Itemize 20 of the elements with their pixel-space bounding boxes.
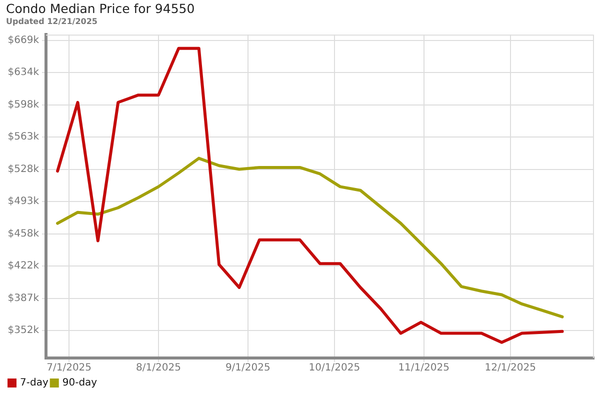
x-tick-label: 7/1/2025: [46, 362, 92, 374]
legend-label: 90-day: [62, 378, 98, 389]
y-tick-label: $387k: [8, 292, 40, 304]
y-tick-label: $669k: [8, 34, 40, 46]
y-tick-label: $634k: [8, 67, 40, 78]
chart-title: Condo Median Price for 94550: [6, 0, 195, 16]
y-tick-label: $493k: [8, 196, 40, 208]
chart-subtitle: Updated 12/21/2025: [6, 16, 98, 26]
x-tick-label: 8/1/2025: [136, 362, 181, 374]
x-tick-label: 9/1/2025: [225, 362, 270, 374]
y-tick-label: $422k: [8, 260, 40, 272]
x-tick-label: 12/1/2025: [484, 362, 536, 374]
y-tick-label: $352k: [8, 325, 40, 336]
y-tick-label: $598k: [8, 99, 40, 110]
y-tick-label: $563k: [8, 132, 40, 143]
x-tick-label: 11/1/2025: [398, 362, 450, 374]
y-tick-label: $528k: [8, 164, 40, 175]
y-tick-label: $458k: [8, 228, 40, 240]
legend-label: 7-day: [20, 378, 48, 389]
x-tick-label: 10/1/2025: [308, 362, 360, 374]
